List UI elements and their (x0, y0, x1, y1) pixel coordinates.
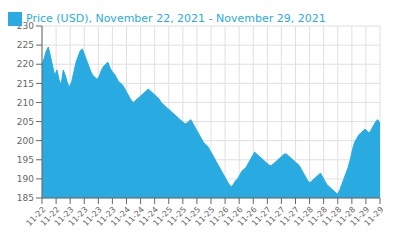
svg-text:210: 210 (17, 98, 34, 108)
svg-text:11-22: 11-22 (38, 205, 62, 228)
svg-text:215: 215 (17, 79, 34, 89)
svg-text:220: 220 (17, 59, 34, 69)
svg-text:225: 225 (17, 40, 34, 50)
svg-text:205: 205 (17, 117, 34, 127)
svg-text:11-25: 11-25 (193, 205, 217, 228)
svg-text:11-23: 11-23 (95, 205, 118, 228)
svg-text:11-28: 11-28 (292, 205, 315, 228)
svg-text:190: 190 (17, 174, 34, 184)
svg-text:11-23: 11-23 (52, 205, 76, 228)
svg-text:11-25: 11-25 (151, 205, 175, 228)
html-text:Price (USD), November 22, 2021: Price (USD), November 22, 2021 - Novembe… (26, 12, 326, 25)
svg-text:11-29: 11-29 (348, 205, 372, 228)
svg-text:11-26: 11-26 (207, 205, 231, 228)
svg-text:11-23: 11-23 (81, 205, 104, 228)
svg-text:11-29: 11-29 (363, 205, 386, 228)
svg-text:11-28: 11-28 (306, 205, 330, 228)
svg-text:11-24: 11-24 (137, 205, 161, 228)
svg-text:185: 185 (17, 193, 34, 203)
svg-text:11-24: 11-24 (109, 205, 132, 228)
svg-text:11-26: 11-26 (235, 205, 259, 228)
svg-text:11-26: 11-26 (221, 205, 245, 228)
svg-text:200: 200 (17, 136, 34, 146)
svg-text:11-27: 11-27 (278, 205, 301, 228)
svg-text:11-23: 11-23 (66, 205, 90, 228)
svg-text:11-25: 11-25 (165, 205, 189, 228)
svg-text:11-25: 11-25 (179, 205, 203, 228)
svg-text:11-22: 11-22 (24, 205, 48, 228)
svg-text:11-24: 11-24 (123, 205, 146, 228)
svg-text:11-28: 11-28 (334, 205, 358, 228)
svg-text:195: 195 (17, 155, 34, 165)
svg-text:230: 230 (17, 21, 34, 31)
svg-text:11-27: 11-27 (250, 205, 273, 228)
svg-text:11-27: 11-27 (264, 205, 287, 228)
svg-text:11-28: 11-28 (320, 205, 344, 228)
